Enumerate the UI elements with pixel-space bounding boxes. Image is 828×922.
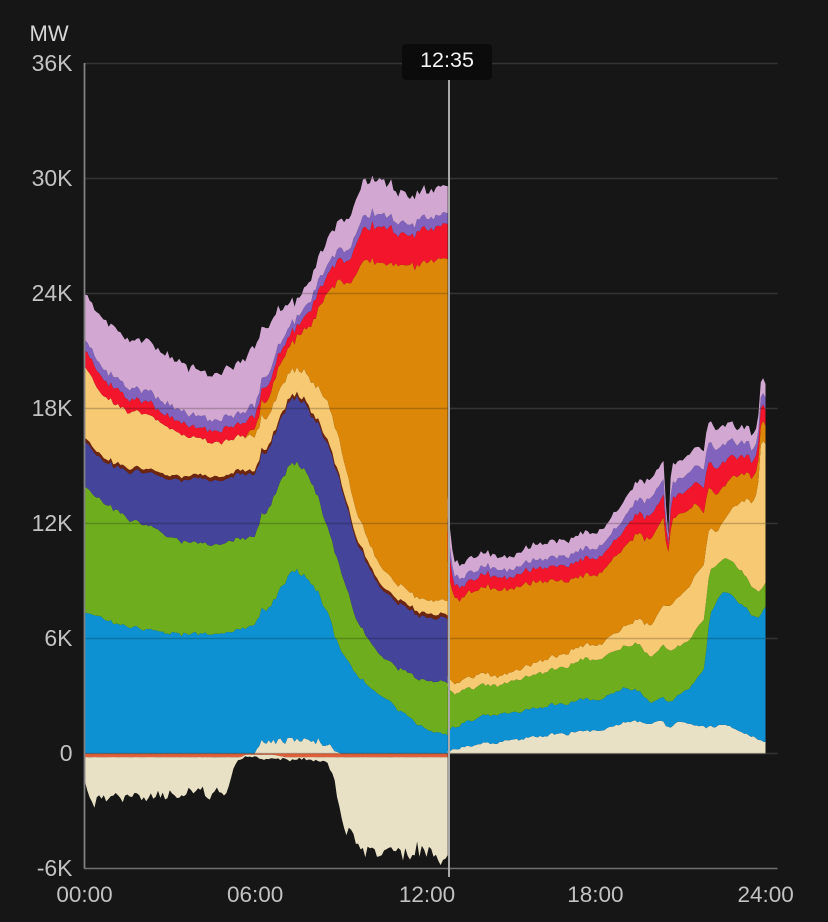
svg-text:18:00: 18:00 xyxy=(567,882,623,907)
svg-text:-6K: -6K xyxy=(37,855,73,881)
svg-text:30K: 30K xyxy=(32,165,74,191)
svg-text:06:00: 06:00 xyxy=(227,882,283,907)
svg-text:0: 0 xyxy=(60,740,73,766)
svg-text:6K: 6K xyxy=(44,625,73,651)
svg-text:12:35: 12:35 xyxy=(420,48,474,72)
svg-text:18K: 18K xyxy=(32,395,74,421)
svg-text:24:00: 24:00 xyxy=(737,882,793,907)
svg-text:MW: MW xyxy=(30,21,69,46)
svg-text:24K: 24K xyxy=(32,280,74,306)
svg-text:12K: 12K xyxy=(32,510,74,536)
svg-text:00:00: 00:00 xyxy=(56,882,112,907)
svg-text:36K: 36K xyxy=(32,50,74,76)
svg-text:12:00: 12:00 xyxy=(399,882,455,907)
